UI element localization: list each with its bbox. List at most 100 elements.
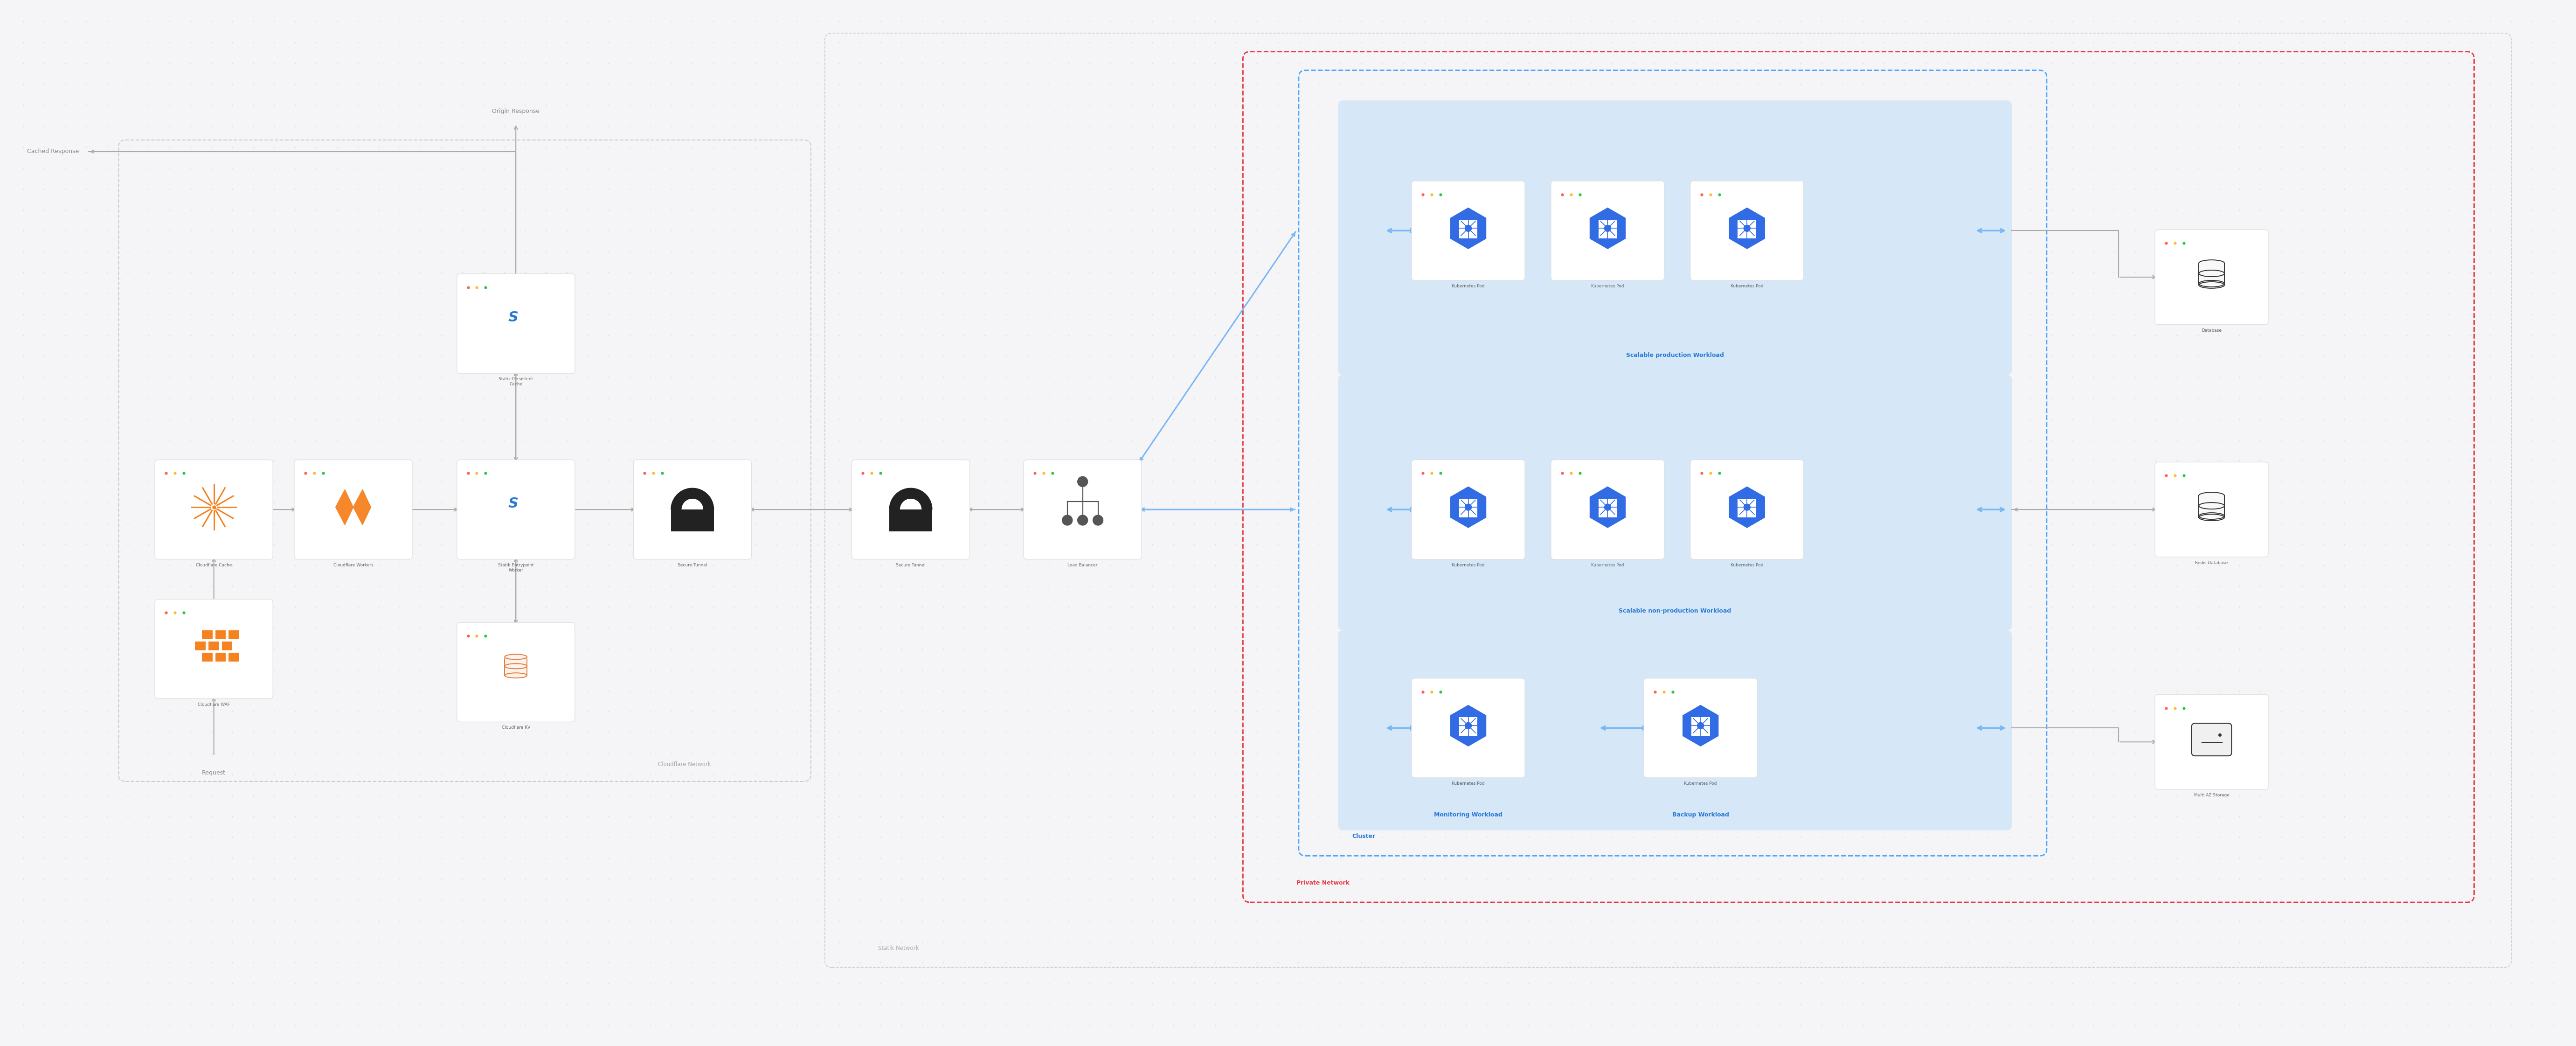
FancyBboxPatch shape: [2156, 462, 2269, 556]
Bar: [222, 641, 232, 651]
Text: Cloudflare WAF: Cloudflare WAF: [198, 703, 229, 707]
Bar: [193, 641, 206, 651]
FancyBboxPatch shape: [1643, 678, 1757, 778]
FancyBboxPatch shape: [2156, 230, 2269, 324]
Bar: [201, 630, 211, 639]
Bar: [1692, 718, 1710, 736]
Text: Cached Response: Cached Response: [28, 149, 80, 155]
FancyBboxPatch shape: [634, 460, 752, 560]
Bar: [2200, 264, 2226, 285]
Text: Kubernetes Pod: Kubernetes Pod: [1685, 781, 1718, 786]
Polygon shape: [670, 488, 714, 509]
Polygon shape: [1589, 208, 1625, 249]
Text: Kubernetes Pod: Kubernetes Pod: [1453, 781, 1484, 786]
Polygon shape: [1450, 705, 1486, 746]
Polygon shape: [1682, 705, 1718, 746]
Bar: [201, 653, 211, 661]
FancyBboxPatch shape: [1337, 100, 2012, 374]
Text: Cloudflare Workers: Cloudflare Workers: [332, 563, 374, 567]
Polygon shape: [1728, 486, 1765, 527]
Circle shape: [1466, 504, 1471, 510]
FancyBboxPatch shape: [1690, 460, 1803, 560]
Polygon shape: [1450, 208, 1486, 249]
Circle shape: [1698, 723, 1703, 729]
Bar: [209, 641, 219, 651]
Text: Secure Tunnel: Secure Tunnel: [677, 563, 708, 567]
FancyBboxPatch shape: [2192, 724, 2231, 756]
Text: Cloudflare Cache: Cloudflare Cache: [196, 563, 232, 567]
Text: Monitoring Workload: Monitoring Workload: [1435, 812, 1502, 818]
FancyBboxPatch shape: [2156, 695, 2269, 790]
Circle shape: [1605, 225, 1610, 231]
Circle shape: [1092, 515, 1103, 525]
FancyBboxPatch shape: [155, 460, 273, 560]
Polygon shape: [1589, 486, 1625, 527]
FancyBboxPatch shape: [1337, 631, 2012, 831]
Text: Statik Persistent
Cache: Statik Persistent Cache: [500, 377, 533, 386]
Text: S: S: [507, 311, 518, 324]
Text: Redis Database: Redis Database: [2195, 561, 2228, 565]
Bar: [889, 509, 933, 531]
Bar: [1739, 499, 1757, 518]
Text: S: S: [507, 497, 518, 510]
Bar: [670, 509, 714, 531]
Polygon shape: [335, 490, 353, 525]
Bar: [1458, 220, 1479, 238]
Bar: [1739, 220, 1757, 238]
Text: Load Balancer: Load Balancer: [1066, 563, 1097, 567]
Circle shape: [1744, 225, 1749, 231]
Bar: [1458, 718, 1479, 736]
Polygon shape: [1728, 208, 1765, 249]
Circle shape: [1466, 723, 1471, 729]
FancyBboxPatch shape: [1551, 181, 1664, 280]
Text: Backup Workload: Backup Workload: [1672, 812, 1728, 818]
Text: Cloudflare KV: Cloudflare KV: [502, 726, 531, 730]
Text: Kubernetes Pod: Kubernetes Pod: [1592, 563, 1623, 567]
Bar: [229, 630, 240, 639]
Polygon shape: [1450, 486, 1486, 527]
FancyBboxPatch shape: [1690, 181, 1803, 280]
Ellipse shape: [2200, 259, 2226, 267]
Ellipse shape: [505, 673, 528, 678]
FancyBboxPatch shape: [1412, 181, 1525, 280]
Bar: [1597, 499, 1618, 518]
Polygon shape: [889, 488, 933, 509]
Text: Scalable non-production Workload: Scalable non-production Workload: [1618, 608, 1731, 614]
FancyBboxPatch shape: [1023, 460, 1141, 560]
Text: Cluster: Cluster: [1352, 834, 1376, 840]
FancyBboxPatch shape: [456, 274, 574, 373]
FancyBboxPatch shape: [853, 460, 969, 560]
Text: Scalable production Workload: Scalable production Workload: [1625, 353, 1723, 359]
Text: Origin Response: Origin Response: [492, 109, 538, 114]
Circle shape: [1466, 225, 1471, 231]
Text: Multi AZ Storage: Multi AZ Storage: [2195, 793, 2228, 797]
Ellipse shape: [505, 655, 528, 659]
Ellipse shape: [2200, 493, 2226, 499]
Circle shape: [1605, 504, 1610, 510]
Text: Statik Entrypoint
Worker: Statik Entrypoint Worker: [497, 563, 533, 572]
Circle shape: [1077, 477, 1087, 486]
Text: Kubernetes Pod: Kubernetes Pod: [1731, 563, 1765, 567]
FancyBboxPatch shape: [1337, 374, 2012, 631]
Text: Database: Database: [2202, 328, 2221, 333]
Polygon shape: [353, 490, 371, 525]
Text: Private Network: Private Network: [1296, 880, 1350, 886]
Text: Statik Network: Statik Network: [878, 945, 920, 951]
Text: Request: Request: [201, 770, 227, 776]
FancyBboxPatch shape: [1412, 460, 1525, 560]
Bar: [214, 630, 227, 639]
FancyBboxPatch shape: [155, 599, 273, 699]
FancyBboxPatch shape: [456, 460, 574, 560]
Bar: [229, 653, 240, 661]
Bar: [505, 659, 528, 676]
FancyBboxPatch shape: [1551, 460, 1664, 560]
Circle shape: [1061, 515, 1072, 525]
Bar: [2200, 496, 2226, 518]
Text: Kubernetes Pod: Kubernetes Pod: [1453, 285, 1484, 289]
Bar: [1458, 499, 1479, 518]
Text: Kubernetes Pod: Kubernetes Pod: [1592, 285, 1623, 289]
Circle shape: [1077, 515, 1087, 525]
Bar: [1597, 220, 1618, 238]
Circle shape: [1744, 504, 1749, 510]
Text: Kubernetes Pod: Kubernetes Pod: [1731, 285, 1765, 289]
